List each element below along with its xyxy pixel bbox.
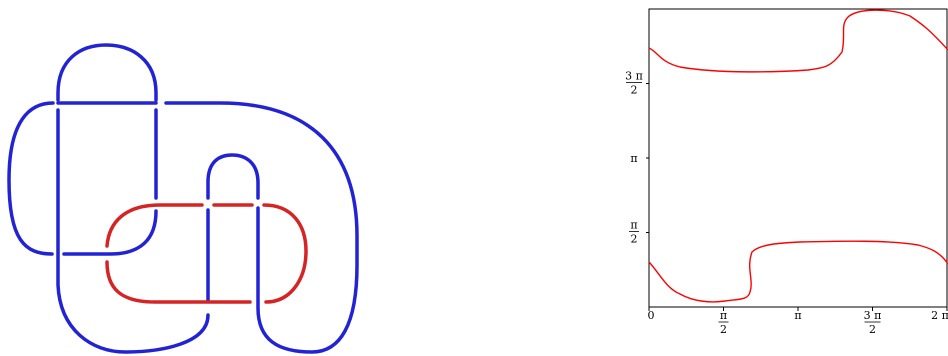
x-tick-text: 0	[648, 309, 655, 322]
red-bottom	[105, 260, 252, 304]
y-tick-denominator: 2	[631, 84, 638, 97]
x-tick-label-2: π	[794, 309, 801, 322]
blue-inner-hook	[62, 108, 158, 256]
blue-left-vertical	[56, 108, 210, 354]
y-tick-label-1: π	[630, 152, 637, 165]
blue-left-arc	[7, 101, 55, 256]
red-right-arc	[262, 203, 308, 304]
x-tick-text: π	[794, 309, 801, 322]
x-tick-label-4: 2 π	[931, 309, 948, 322]
y-tick-label-2: 3 π2	[625, 70, 643, 97]
upper-curve	[648, 9, 948, 73]
y-tick-text: π	[630, 152, 637, 165]
x-axis-ticks: 0 π2π 3 π22 π	[648, 307, 948, 336]
x-tick-text: 2 π	[931, 309, 948, 322]
x-tick-denominator: 2	[720, 323, 727, 336]
blue-right-big-arc	[164, 101, 359, 354]
x-tick-label-0: 0	[648, 309, 655, 322]
x-tick-denominator: 2	[869, 323, 876, 336]
curve-group	[648, 9, 948, 303]
y-tick-denominator: 2	[631, 233, 638, 246]
x-tick-label-3: 3 π2	[864, 309, 882, 336]
red-top-left	[105, 203, 204, 248]
red-knot-component	[105, 203, 308, 304]
y-tick-label-0: π2	[629, 219, 639, 246]
blue-top-loop	[56, 43, 158, 102]
x-tick-label-1: π2	[718, 309, 729, 336]
blue-middle-loop	[206, 153, 260, 200]
lower-curve	[648, 240, 948, 303]
blue-knot-component	[7, 43, 359, 354]
y-tick-numerator: π	[630, 219, 637, 232]
y-tick-numerator: 3 π	[625, 70, 643, 83]
x-tick-numerator: 3 π	[864, 309, 882, 322]
x-tick-numerator: π	[720, 309, 727, 322]
plot-frame	[648, 8, 948, 308]
knot-diagram	[7, 43, 359, 354]
